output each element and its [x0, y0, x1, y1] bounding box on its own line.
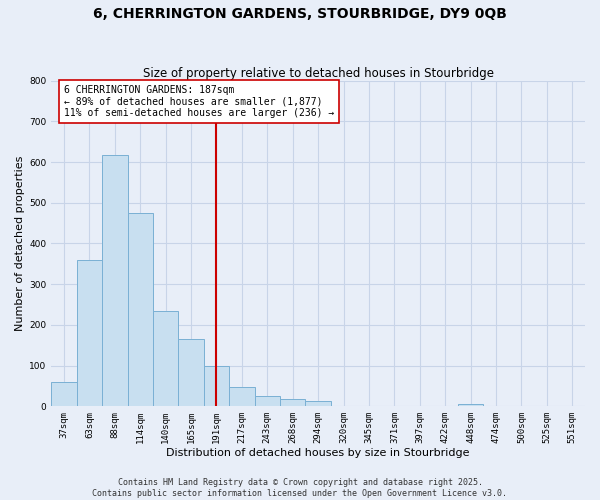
- Bar: [229, 387, 254, 406]
- Text: Contains HM Land Registry data © Crown copyright and database right 2025.
Contai: Contains HM Land Registry data © Crown c…: [92, 478, 508, 498]
- Bar: [178, 339, 204, 406]
- Bar: [51, 382, 77, 406]
- X-axis label: Distribution of detached houses by size in Stourbridge: Distribution of detached houses by size …: [166, 448, 470, 458]
- Bar: [254, 396, 280, 406]
- Bar: [280, 399, 305, 406]
- Bar: [128, 214, 153, 406]
- Text: 6, CHERRINGTON GARDENS, STOURBRIDGE, DY9 0QB: 6, CHERRINGTON GARDENS, STOURBRIDGE, DY9…: [93, 8, 507, 22]
- Bar: [153, 310, 178, 406]
- Y-axis label: Number of detached properties: Number of detached properties: [15, 156, 25, 331]
- Bar: [305, 402, 331, 406]
- Bar: [204, 366, 229, 406]
- Title: Size of property relative to detached houses in Stourbridge: Size of property relative to detached ho…: [143, 66, 494, 80]
- Text: 6 CHERRINGTON GARDENS: 187sqm
← 89% of detached houses are smaller (1,877)
11% o: 6 CHERRINGTON GARDENS: 187sqm ← 89% of d…: [64, 84, 334, 118]
- Bar: [102, 155, 128, 406]
- Bar: [458, 404, 484, 406]
- Bar: [77, 260, 102, 406]
